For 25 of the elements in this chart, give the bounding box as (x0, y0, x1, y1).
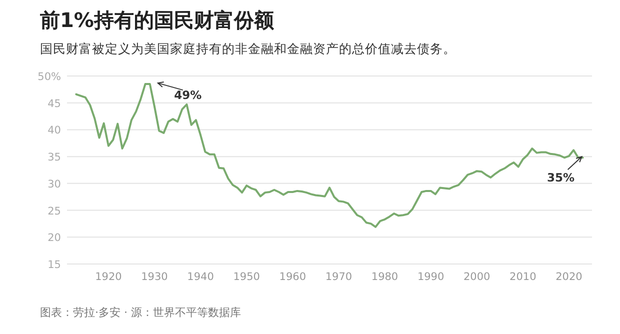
x-tick-label: 1960 (279, 271, 306, 283)
x-tick-label: 1930 (141, 271, 168, 283)
chart-title: 前1%持有的国民财富份额 (39, 8, 275, 32)
y-tick-label: 45 (48, 98, 61, 110)
chart-subtitle: 国民财富被定义为美国家庭持有的非金融和金融资产的总价值减去债务。 (40, 41, 456, 56)
y-tick-label: 50% (38, 71, 62, 83)
y-tick-label: 35 (48, 152, 61, 164)
line-series (75, 83, 584, 228)
y-tick-label: 15 (48, 259, 61, 271)
text: 图表：劳拉·多安 · 源：世界不平等数据库 (40, 306, 241, 319)
x-tick-label: 1950 (233, 271, 260, 283)
y-tick-label: 30 (48, 178, 61, 190)
x-tick-label: 2000 (464, 271, 490, 283)
annotation: 49% (174, 88, 202, 102)
x-tick-label: 2020 (556, 271, 582, 283)
x-tick-label: 1920 (95, 271, 122, 283)
x-tick-label: 1980 (371, 271, 398, 283)
x-tick-label: 2010 (510, 271, 536, 283)
x-tick-label: 1940 (187, 271, 214, 283)
x-tick-label: 1990 (417, 271, 444, 283)
y-tick-label: 25 (48, 205, 61, 218)
x-tick-label: 1970 (325, 271, 352, 283)
y-tick-label: 40 (48, 124, 61, 137)
annotation: 35% (547, 170, 576, 185)
y-tick-label: 20 (48, 232, 61, 244)
